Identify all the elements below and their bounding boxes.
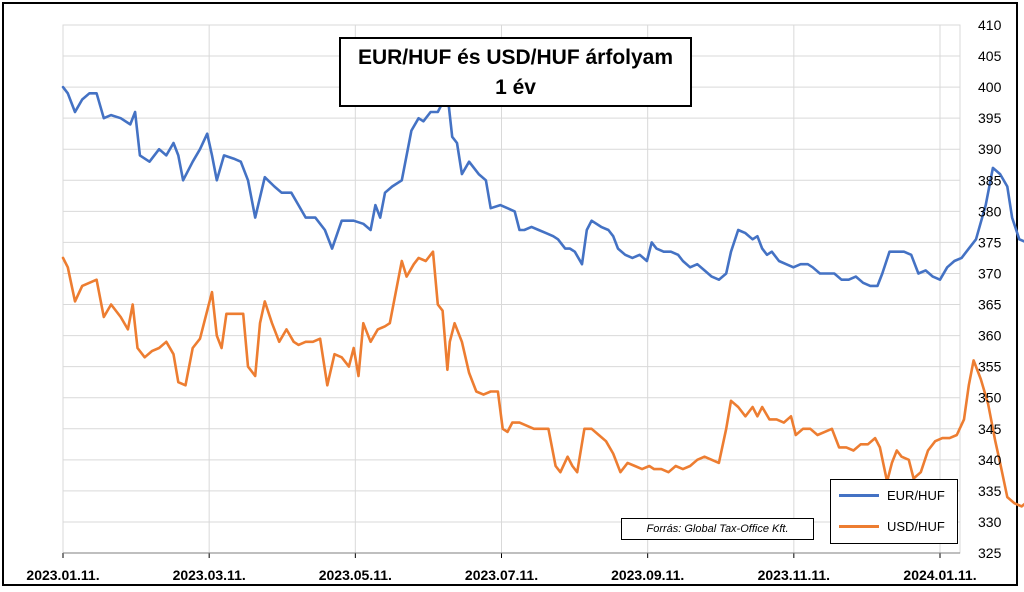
y-tick-label: 410 — [978, 17, 1002, 33]
chart-legend: EUR/HUF USD/HUF — [830, 479, 958, 544]
chart-title: EUR/HUF és USD/HUF árfolyam — [357, 46, 674, 69]
legend-swatch-eur — [839, 493, 879, 497]
x-tick-label: 2023.07.11. — [465, 567, 538, 583]
y-tick-label: 340 — [978, 452, 1002, 468]
y-tick-label: 355 — [978, 359, 1002, 375]
x-tick-label: 2023.11.11. — [758, 567, 830, 583]
legend-entry-usd: USD/HUF — [839, 516, 945, 536]
x-tick-label: 2023.01.11. — [26, 567, 99, 583]
y-tick-label: 325 — [978, 545, 1002, 561]
x-tick-label: 2023.03.11. — [173, 567, 246, 583]
y-tick-label: 375 — [978, 234, 1002, 250]
x-tick-label: 2024.01.11. — [903, 567, 976, 583]
legend-label-eur: EUR/HUF — [887, 487, 945, 503]
chart-axes: 325 330 335 340 345 350 355 360 365 370 375 380 385 3… — [26, 17, 1001, 583]
y-tick-label: 405 — [978, 48, 1002, 64]
y-tick-label: 395 — [978, 110, 1002, 126]
legend-swatch-usd — [839, 524, 879, 528]
source-note: Forrás: Global Tax-Office Kft. — [621, 518, 814, 540]
chart-series — [61, 85, 1024, 508]
y-tick-label: 330 — [978, 514, 1002, 530]
y-tick-label: 380 — [978, 203, 1002, 219]
y-tick-label: 370 — [978, 265, 1002, 281]
y-tick-label: 345 — [978, 421, 1002, 437]
x-tick-label: 2023.09.11. — [611, 567, 684, 583]
legend-label-usd: USD/HUF — [887, 518, 945, 534]
y-tick-label: 360 — [978, 328, 1002, 344]
y-tick-label: 335 — [978, 483, 1002, 499]
y-tick-label: 365 — [978, 297, 1002, 313]
legend-entry-eur: EUR/HUF — [839, 485, 945, 505]
x-tick-label: 2023.05.11. — [319, 567, 392, 583]
series-line-eur — [61, 85, 1024, 288]
series-line-usd — [61, 250, 1024, 508]
chart-title-box: EUR/HUF és USD/HUF árfolyam 1 év — [339, 37, 692, 107]
y-tick-label: 390 — [978, 141, 1002, 157]
y-tick-label: 385 — [978, 172, 1002, 188]
chart-subtitle: 1 év — [495, 76, 536, 99]
y-tick-label: 350 — [978, 390, 1002, 406]
y-tick-label: 400 — [978, 79, 1002, 95]
